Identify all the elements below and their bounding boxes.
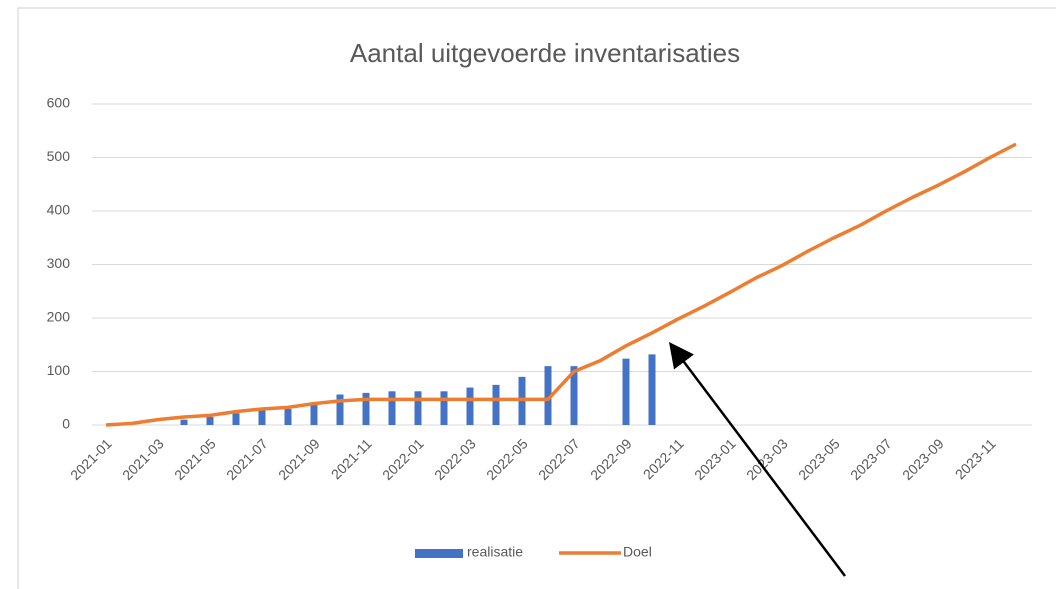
bar [466,387,474,425]
bar [388,391,396,425]
y-tick-label: 600 [47,95,71,111]
bar [206,416,214,425]
bar [336,394,344,425]
bar [284,408,292,425]
bar [622,358,630,425]
bar [648,354,656,425]
bar [492,384,500,425]
chart-frame [17,7,1056,589]
y-tick-label: 0 [62,416,70,432]
bar [440,391,448,425]
bar [570,366,578,425]
y-tick-label: 200 [47,309,71,325]
bar [310,403,318,425]
arrow [668,342,846,577]
legend-swatch [415,549,463,558]
bar [544,366,552,425]
legend-label: Doel [623,544,652,560]
bar [414,391,422,425]
y-tick-label: 500 [47,148,71,164]
y-tick-label: 400 [47,202,71,218]
legend-label: realisatie [467,544,523,560]
bar [362,392,370,425]
bar [258,410,266,425]
line [105,142,1017,427]
bar [232,413,240,425]
chart-title: Aantal uitgevoerde inventarisaties [350,38,740,68]
bar [180,419,188,425]
y-tick-label: 300 [47,255,71,271]
y-tick-label: 100 [47,362,71,378]
